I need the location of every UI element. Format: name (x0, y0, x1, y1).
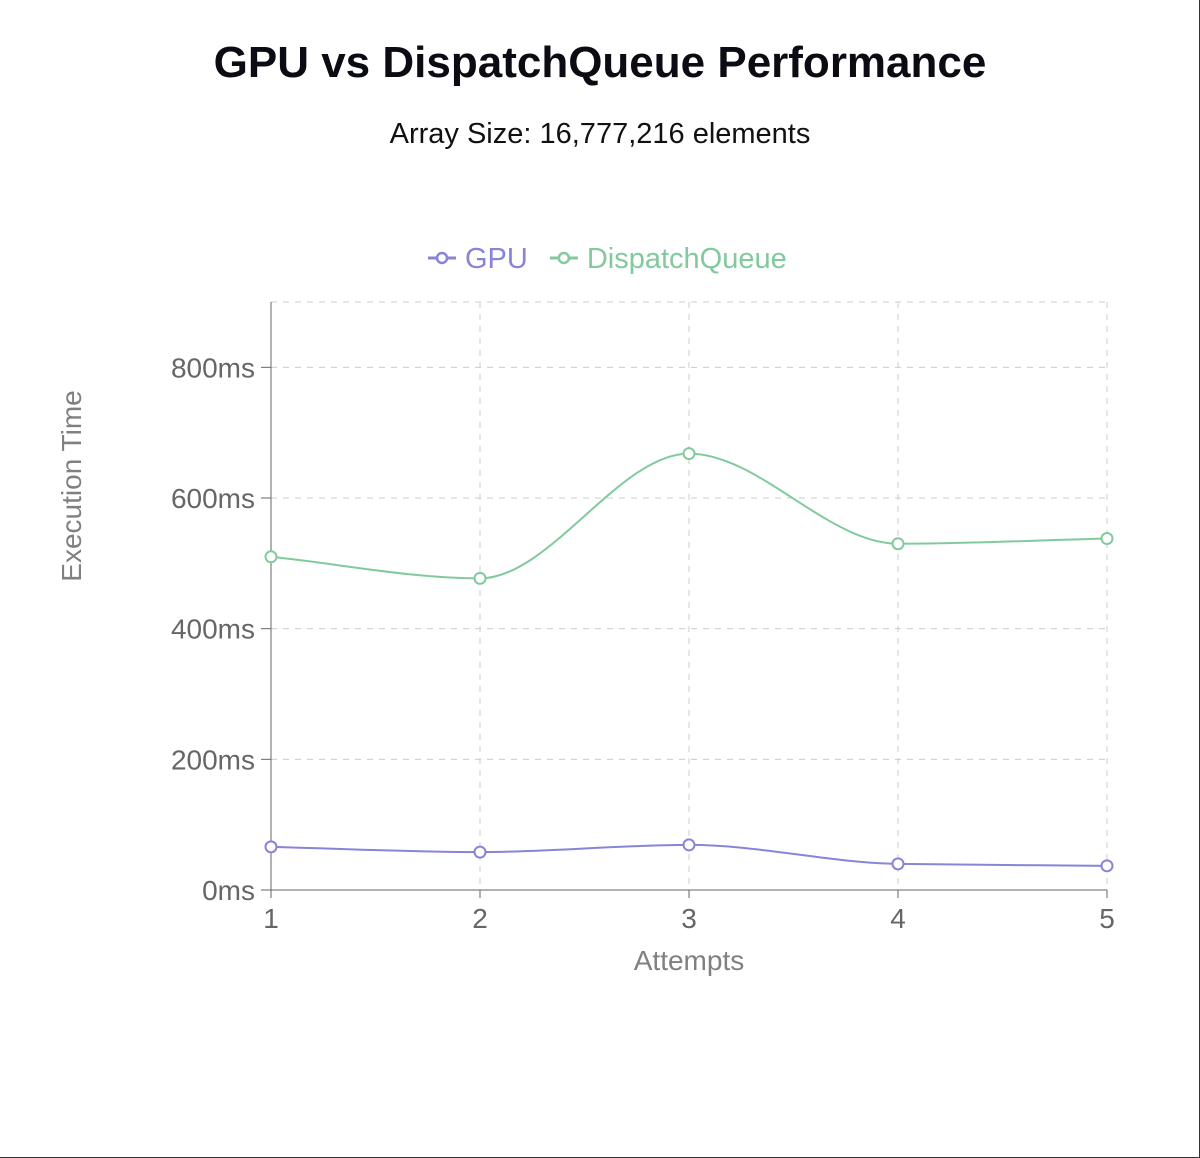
data-point-dispatchqueue (1100, 532, 1114, 546)
legend-item-gpu: GPU (465, 243, 528, 275)
y-tick-label: 600ms (171, 483, 255, 514)
data-point-dispatchqueue (473, 571, 487, 585)
data-point-gpu (891, 857, 905, 871)
y-tick-label: 400ms (171, 614, 255, 645)
x-tick-label: 2 (472, 903, 488, 934)
x-tick-label: 1 (263, 903, 279, 934)
x-tick-label: 5 (1099, 903, 1115, 934)
data-point-gpu (1100, 859, 1114, 873)
y-tick-label: 0ms (202, 875, 255, 906)
legend-marker-icon (557, 251, 571, 265)
data-point-dispatchqueue (891, 537, 905, 551)
y-axis-label: Execution Time (56, 390, 87, 581)
legend-item-dispatchqueue: DispatchQueue (587, 243, 787, 275)
data-point-gpu (473, 845, 487, 859)
chart-subtitle: Array Size: 16,777,216 elements (389, 118, 811, 150)
x-tick-label: 4 (890, 903, 906, 934)
y-tick-label: 200ms (171, 744, 255, 775)
data-point-dispatchqueue (682, 447, 696, 461)
chart-title: GPU vs DispatchQueue Performance (213, 38, 987, 87)
x-tick-label: 3 (681, 903, 697, 934)
data-point-dispatchqueue (264, 550, 278, 564)
data-point-gpu (264, 840, 278, 854)
y-tick-label: 800ms (171, 352, 255, 383)
data-point-gpu (682, 838, 696, 852)
legend-marker-icon (435, 251, 449, 265)
x-axis-label: Attempts (634, 945, 744, 976)
